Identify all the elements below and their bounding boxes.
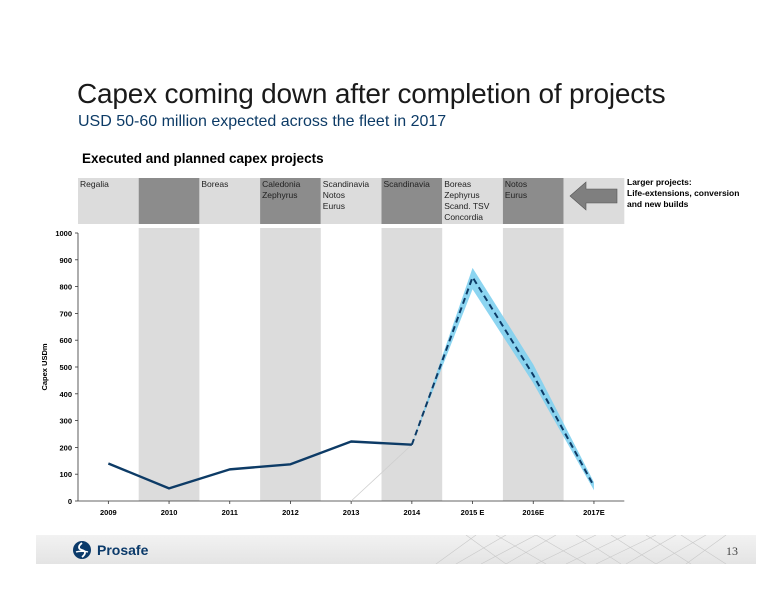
forecast-capex-line: [410, 276, 595, 487]
y-tick-label: 1000: [55, 229, 72, 238]
y-tick-label: 700: [59, 309, 72, 318]
project-label: Scandinavia: [384, 179, 431, 189]
plot-column-shade: [260, 228, 321, 501]
project-label: Regalia: [80, 179, 109, 189]
guide-line: [350, 444, 413, 502]
y-tick-label: 100: [59, 470, 72, 479]
capex-range-band: [411, 267, 594, 491]
project-label: Concordia: [444, 212, 483, 222]
project-labels: Regalia Boreas CaledoniaZephyrusScandinavi…: [80, 179, 527, 222]
project-label: Scandinavia: [323, 179, 370, 189]
project-label: Eurus: [505, 190, 527, 200]
column-shading: [78, 178, 625, 501]
callout-arrow: [569, 181, 618, 211]
prosafe-logo-icon: [73, 541, 91, 559]
x-tick-label: 2013: [343, 508, 360, 517]
x-tick-label: 2017E: [583, 508, 605, 517]
header-cell: [199, 178, 261, 224]
callout-text: Larger projects:: [627, 177, 692, 187]
y-axis-title: Capex USDm: [40, 343, 49, 390]
header-cell: [442, 178, 503, 224]
project-label: Scand. TSV: [444, 201, 490, 211]
logo-text: Prosafe: [97, 542, 149, 558]
project-label: Boreas: [201, 179, 228, 189]
y-tick-label: 500: [59, 363, 72, 372]
y-tick-label: 200: [59, 443, 72, 452]
footer-pattern: [435, 535, 727, 564]
project-label: Notos: [505, 179, 527, 189]
x-tick-label: 2015 E: [461, 508, 485, 517]
x-tick-label: 2010: [161, 508, 178, 517]
project-label: Notos: [323, 190, 345, 200]
callout-text: and new builds: [627, 199, 689, 209]
prosafe-logo: Prosafe: [72, 540, 148, 560]
series-lines: [107, 276, 595, 490]
project-label: Zephyrus: [444, 190, 479, 200]
project-label: Zephyrus: [262, 190, 297, 200]
header-cell: [320, 178, 382, 224]
x-tick-label: 2012: [282, 508, 299, 517]
chart-heading: Executed and planned capex projects: [82, 151, 324, 166]
y-tick-label: 300: [59, 417, 72, 426]
project-label: Caledonia: [262, 179, 301, 189]
project-label: Eurus: [323, 201, 345, 211]
actual-capex-line: [107, 440, 412, 490]
y-tick-label: 800: [59, 283, 72, 292]
plot-column-shade: [381, 228, 443, 501]
y-tick-label: 600: [59, 336, 72, 345]
y-tick-label: 0: [68, 497, 72, 506]
y-tick-label: 400: [59, 390, 72, 399]
callout-text: Life-extensions, conversion: [627, 188, 739, 198]
header-cell: [138, 178, 200, 224]
x-tick-label: 2016E: [522, 508, 544, 517]
callout: Larger projects:Life-extensions, convers…: [569, 177, 739, 211]
footer-bar: [36, 535, 756, 564]
header-cell: [260, 178, 321, 224]
plot-column-shade: [138, 228, 200, 501]
range-band: [350, 267, 594, 502]
y-tick-label: 900: [59, 256, 72, 265]
header-cell: [381, 178, 443, 224]
header-cell: [78, 178, 139, 224]
slide-subtitle: USD 50-60 million expected across the fl…: [78, 113, 447, 130]
capex-chart: Regalia Boreas CaledoniaZephyrusScandinavi…: [40, 177, 739, 517]
project-label: Boreas: [444, 179, 471, 189]
x-tick-label: 2009: [100, 508, 117, 517]
slide-title: Capex coming down after completion of pr…: [77, 78, 666, 109]
x-tick-label: 2011: [222, 508, 238, 517]
x-tick-label: 2014: [404, 508, 422, 517]
page-number: 13: [726, 544, 738, 558]
header-cell: [502, 178, 564, 224]
